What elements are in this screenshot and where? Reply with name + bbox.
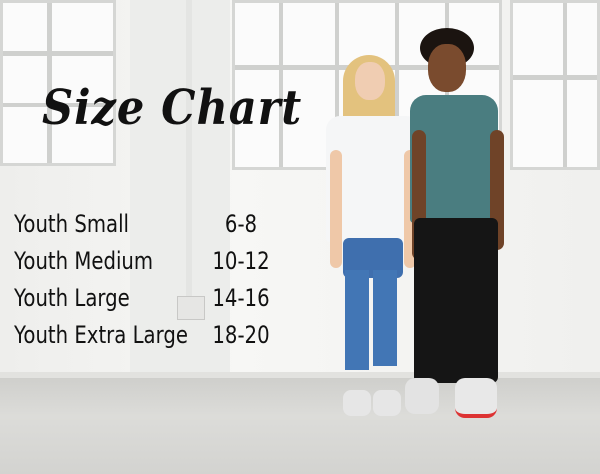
size-label: Youth Extra Large [14, 321, 188, 349]
wall-outlet [177, 296, 205, 320]
size-range: 18-20 [212, 321, 270, 349]
left-window [0, 0, 116, 166]
size-range: 14-16 [212, 284, 270, 312]
baseboard [0, 372, 600, 380]
size-label: Youth Small [14, 210, 130, 238]
size-chart-title: Size Chart [42, 80, 303, 136]
size-range: 6-8 [224, 210, 258, 238]
size-label: Youth Medium [14, 247, 154, 275]
size-range: 10-12 [212, 247, 270, 275]
far-right-window [510, 0, 600, 170]
floor [0, 378, 600, 474]
size-label: Youth Large [14, 284, 130, 312]
pipe [186, 0, 192, 296]
